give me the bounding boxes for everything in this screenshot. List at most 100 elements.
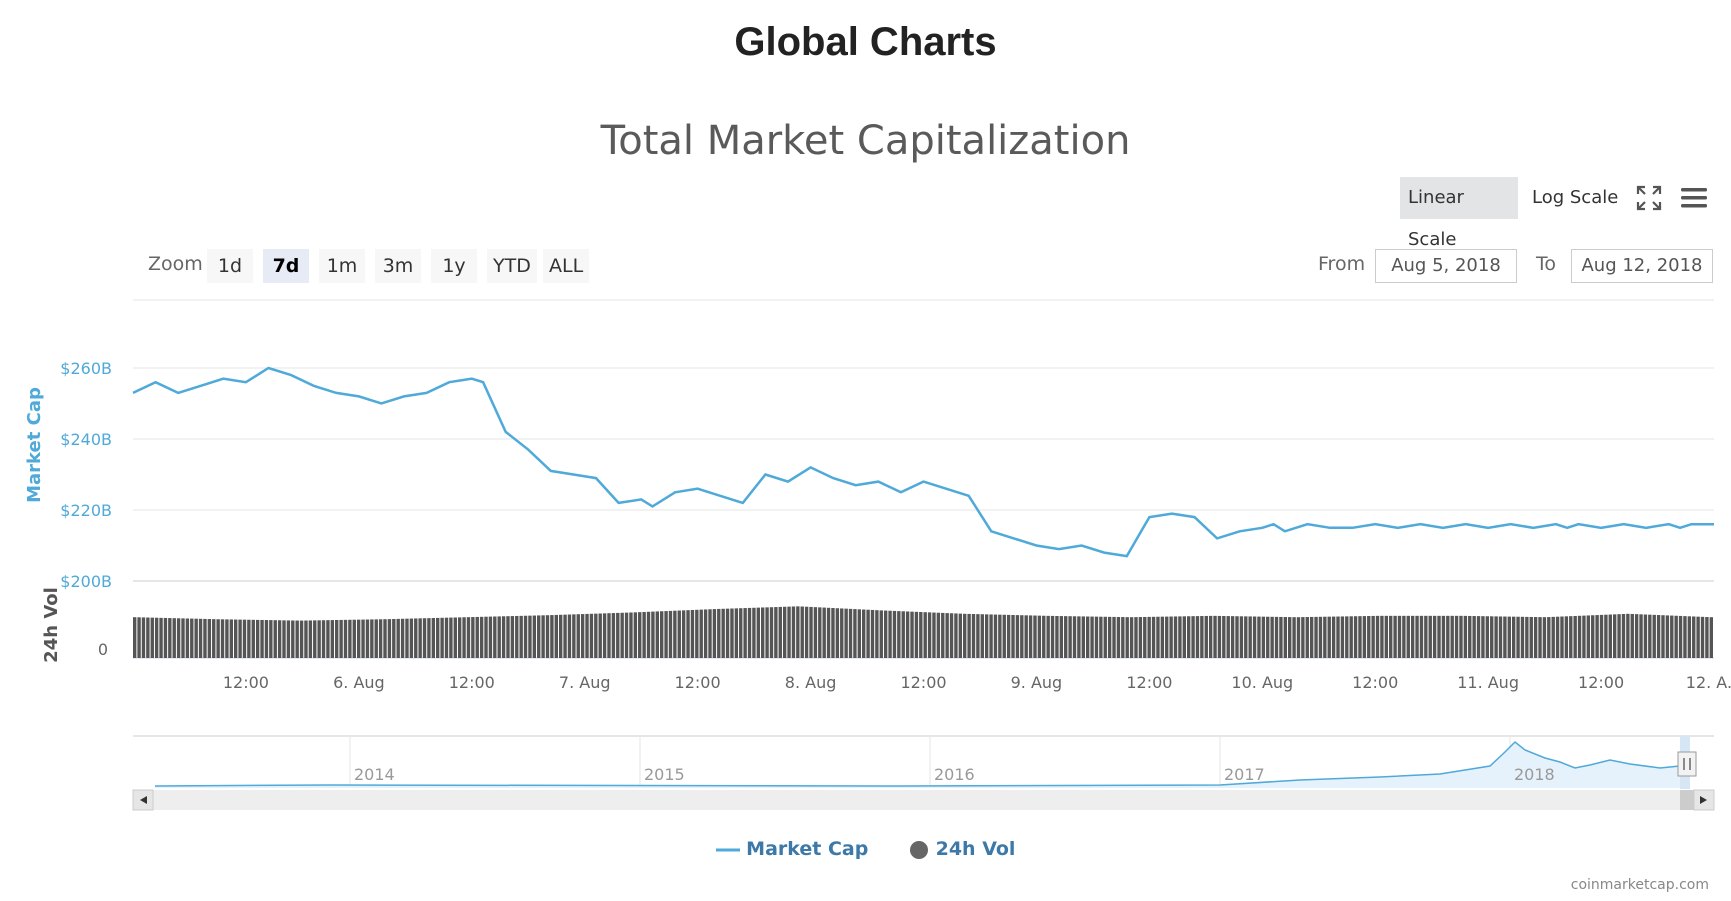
- volume-bar: [1520, 616, 1525, 658]
- legend-item-market-cap[interactable]: Market Cap: [715, 838, 875, 860]
- volume-bar: [488, 616, 493, 658]
- volume-bar: [822, 607, 826, 658]
- volume-bar: [1617, 614, 1621, 658]
- y-tick-label: $220B: [60, 501, 112, 520]
- navigator-handle[interactable]: [1677, 751, 1697, 777]
- volume-bar: [739, 608, 743, 658]
- volume-bar: [1586, 615, 1591, 658]
- volume-bar: [1024, 615, 1028, 658]
- volume-bar: [497, 616, 501, 658]
- volume-bar: [1634, 614, 1639, 658]
- scrollbar-track[interactable]: [133, 790, 1714, 810]
- volume-bar: [1187, 616, 1191, 658]
- volume-bar: [190, 618, 194, 658]
- volume-bar: [330, 620, 335, 658]
- volume-bar: [242, 619, 247, 658]
- zoom-1y-button[interactable]: 1y: [431, 249, 477, 283]
- volume-bar: [163, 617, 168, 658]
- navigator[interactable]: 2014 2015 2016 2017 2018: [0, 730, 1731, 820]
- volume-bar: [1248, 616, 1252, 658]
- volume-bar: [1156, 616, 1160, 658]
- volume-bar: [1375, 615, 1380, 658]
- from-date-input[interactable]: Aug 5, 2018: [1375, 249, 1517, 283]
- volume-bar: [1222, 616, 1226, 658]
- x-tick-label: 8. Aug: [785, 673, 837, 692]
- volume-bar: [1358, 616, 1362, 658]
- scroll-left-button[interactable]: [132, 789, 154, 811]
- volume-bar: [818, 607, 822, 658]
- volume-bar: [923, 612, 927, 658]
- volume-bar: [888, 610, 892, 658]
- zoom-1m-button[interactable]: 1m: [319, 249, 365, 283]
- volume-bar: [1182, 616, 1186, 658]
- volume-bar: [1384, 615, 1389, 658]
- volume-bar: [1485, 616, 1490, 658]
- volume-bar: [1138, 617, 1143, 658]
- volume-bar: [769, 607, 774, 658]
- volume-bar: [1353, 616, 1358, 658]
- volume-bar: [1143, 616, 1147, 658]
- chart-legend: Market Cap 24h Vol: [0, 838, 1731, 860]
- volume-bar: [1178, 616, 1182, 658]
- volume-bar: [1577, 615, 1582, 658]
- legend-item-vol[interactable]: 24h Vol: [909, 838, 1015, 860]
- volume-bar: [1608, 614, 1612, 658]
- volume-bar: [247, 619, 251, 658]
- zoom-3m-button[interactable]: 3m: [375, 249, 421, 283]
- volume-bar: [1006, 614, 1011, 658]
- volume-bar: [1081, 616, 1085, 658]
- volume-bar: [506, 616, 510, 658]
- volume-bar: [730, 608, 734, 658]
- volume-bar: [1643, 614, 1648, 658]
- volume-bar: [1516, 616, 1520, 658]
- x-tick-label: 12:00: [675, 673, 721, 692]
- volume-bar: [633, 612, 638, 658]
- volume-bar: [734, 608, 739, 658]
- hamburger-menu-icon[interactable]: [1680, 185, 1708, 211]
- fullscreen-icon[interactable]: [1636, 185, 1662, 211]
- credits-link[interactable]: coinmarketcap.com: [1570, 877, 1709, 893]
- volume-bar: [1147, 616, 1151, 658]
- zoom-all-button[interactable]: ALL: [543, 249, 590, 283]
- chart-title: Total Market Capitalization: [600, 118, 1131, 164]
- volume-bar: [479, 616, 484, 658]
- volume-bar: [901, 611, 905, 658]
- volume-bar: [971, 614, 976, 658]
- log-scale-button[interactable]: Log Scale: [1532, 187, 1619, 208]
- scrollbar-thumb[interactable]: [1680, 790, 1694, 810]
- volume-bar: [796, 606, 800, 658]
- volume-bar: [378, 619, 383, 658]
- volume-bar: [774, 607, 778, 658]
- volume-bar: [1551, 616, 1555, 658]
- volume-bar: [1085, 616, 1090, 658]
- volume-bar: [1582, 615, 1586, 658]
- volume-bar: [550, 615, 554, 658]
- linear-scale-button[interactable]: Linear Scale: [1400, 177, 1518, 250]
- volume-bar: [457, 617, 462, 658]
- volume-bar: [870, 609, 875, 658]
- volume-bar: [466, 617, 471, 658]
- volume-bar: [1424, 615, 1428, 658]
- volume-bar: [804, 606, 809, 658]
- volume-bar: [405, 618, 409, 658]
- volume-bar: [1323, 616, 1327, 658]
- zoom-1d-button[interactable]: 1d: [207, 249, 253, 283]
- market-cap-chart: $260B $240B $220B $200B 0 12:00 6. Aug 12:00 7.…: [24, 299, 1731, 692]
- volume-bar: [1621, 614, 1626, 658]
- volume-bar: [1028, 615, 1033, 658]
- x-tick-label: 12:00: [1126, 673, 1172, 692]
- volume-bar: [932, 612, 936, 658]
- volume-bar: [1055, 616, 1059, 658]
- x-tick-label: 12:00: [1352, 673, 1398, 692]
- zoom-7d-button[interactable]: 7d: [263, 249, 309, 283]
- volume-bar: [1393, 615, 1397, 658]
- volume-bar: [1336, 616, 1340, 658]
- zoom-ytd-button[interactable]: YTD: [487, 249, 537, 283]
- scroll-right-button[interactable]: [1693, 789, 1715, 811]
- to-date-input[interactable]: Aug 12, 2018: [1571, 249, 1713, 283]
- volume-bar: [1437, 615, 1441, 658]
- volume-bar: [892, 610, 897, 658]
- volume-bar: [1604, 614, 1608, 658]
- volume-bar: [1037, 615, 1042, 658]
- volume-bar: [1542, 617, 1547, 658]
